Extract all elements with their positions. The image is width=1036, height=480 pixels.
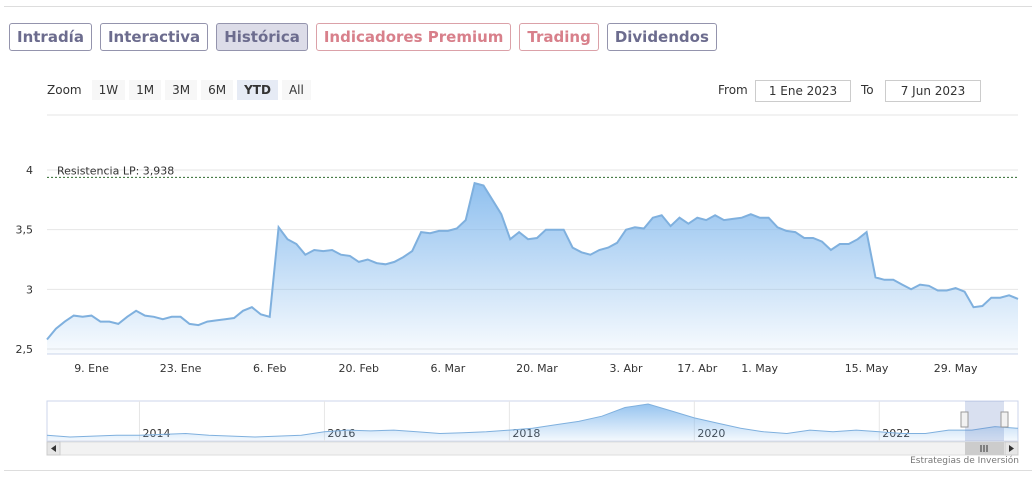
arrow: [1009, 445, 1014, 452]
arrow: [51, 445, 56, 452]
divider: [4, 470, 1032, 471]
area: [47, 183, 1018, 354]
tab[interactable]: Indicadores Premium: [315, 23, 512, 51]
x-tick-label: 17. Abr: [677, 362, 717, 375]
navigator-handle[interactable]: [1000, 411, 1009, 428]
x-tick-label: 15. May: [845, 362, 889, 375]
tab[interactable]: Intradía: [9, 23, 92, 51]
zoom-button[interactable]: 1M: [129, 80, 162, 100]
x-tick-label: 20. Feb: [339, 362, 379, 375]
navigator: 20142016201820202022: [46, 401, 1019, 441]
from-input[interactable]: 1 Ene 2023: [755, 80, 851, 102]
zoom-button[interactable]: 3M: [165, 80, 198, 100]
x-tick-label: 3. Abr: [610, 362, 643, 375]
y-tick-label: 3,5: [16, 224, 34, 237]
x-tick-label: 23. Ene: [160, 362, 202, 375]
y-tick-label: 2,5: [16, 343, 34, 356]
tab-bar: Intradía Interactiva Histórica Indicador…: [9, 23, 717, 51]
tab[interactable]: Trading: [519, 23, 599, 51]
plot: 2,5 3 3,5 4 9. Ene 23. Ene 6. Feb 20. Feb 6. Mar…: [16, 164, 1019, 375]
from-label: From: [718, 83, 748, 97]
y-tick-label: 4: [26, 164, 33, 177]
scrollbar[interactable]: [46, 441, 1019, 456]
tab[interactable]: Interactiva: [99, 23, 209, 51]
zoom-button[interactable]: YTD: [237, 80, 278, 100]
zoom-bar: Zoom 1W 1M 3M 6M YTD All: [47, 80, 311, 100]
tab[interactable]: Histórica: [216, 23, 308, 51]
grip: [980, 445, 988, 452]
x-tick-label: 9. Ene: [74, 362, 109, 375]
tab[interactable]: Dividendos: [606, 23, 717, 51]
navigator-window[interactable]: [965, 401, 1004, 441]
x-tick-label: 1. May: [741, 362, 778, 375]
navigator-frame: [46, 400, 1019, 442]
divider: [4, 6, 1032, 7]
zoom-button[interactable]: 6M: [201, 80, 234, 100]
zoom-button[interactable]: 1W: [91, 80, 126, 100]
chart: 2,5 3 3,5 4 9. Ene 23. Ene 6. Feb 20. Feb 6. Mar…: [16, 114, 1019, 456]
credits: Estrategias de Inversión: [910, 456, 1019, 466]
y-tick-label: 3: [26, 283, 33, 296]
line: [46, 181, 1019, 341]
x-tick-label: 20. Mar: [516, 362, 558, 375]
to-label: To: [861, 83, 874, 97]
resistance-label: Resistencia LP: 3,938: [57, 164, 174, 177]
navigator-area: [47, 404, 1018, 440]
x-tick-label: 29. May: [934, 362, 978, 375]
zoom-label: Zoom: [47, 83, 82, 97]
to-input[interactable]: 7 Jun 2023: [885, 80, 981, 102]
zoom-button[interactable]: All: [281, 80, 311, 100]
navigator-line: [46, 403, 1019, 438]
x-tick-label: 6. Feb: [253, 362, 286, 375]
navigator-handle[interactable]: [960, 411, 969, 428]
x-tick-label: 6. Mar: [430, 362, 465, 375]
